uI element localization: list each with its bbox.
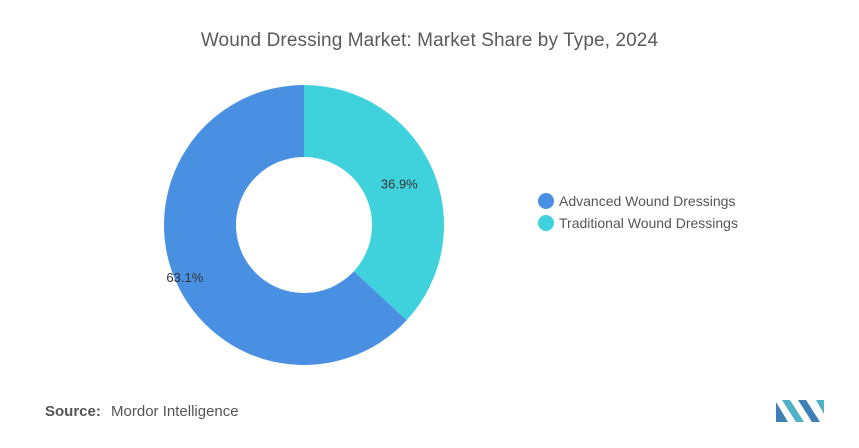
legend-marker-traditional: [538, 215, 554, 231]
data-label-traditional: 36.9%: [381, 176, 418, 191]
legend-marker-advanced: [538, 193, 554, 209]
mordor-logo-icon: [776, 400, 824, 422]
slice-traditional[interactable]: [304, 85, 445, 321]
logo-shape-left: [776, 402, 788, 422]
chart-title: Wound Dressing Market: Market Share by T…: [200, 30, 659, 51]
logo-shape-mid2: [798, 400, 820, 422]
legend-label-advanced: Advanced Wound Dressings: [559, 193, 736, 209]
chart-legend: Advanced Wound Dressings Traditional Wou…: [538, 190, 738, 234]
legend-label-traditional: Traditional Wound Dressings: [559, 215, 738, 231]
source-text: Mordor Intelligence: [111, 403, 239, 420]
legend-item-advanced[interactable]: Advanced Wound Dressings: [538, 190, 738, 212]
logo-shape-right: [816, 400, 824, 414]
legend-item-traditional[interactable]: Traditional Wound Dressings: [538, 212, 738, 234]
slice-advanced[interactable]: [164, 85, 407, 365]
data-label-advanced: 63.1%: [166, 270, 203, 285]
source-note: Source: Mordor Intelligence: [45, 403, 239, 420]
logo-shape-mid: [782, 400, 804, 422]
source-label: Source:: [45, 403, 101, 420]
